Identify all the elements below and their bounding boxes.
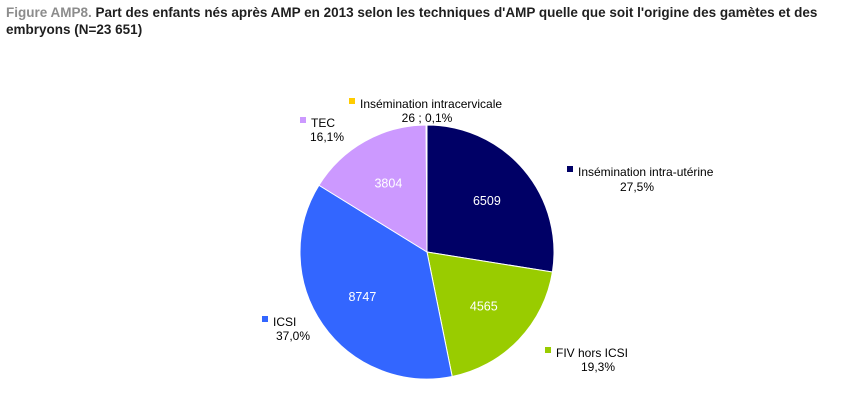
slice-name-label-2: FIV hors ICSI — [556, 346, 628, 360]
pie-slice-4 — [318, 124, 428, 253]
slice-name-label-5: Insémination intracervicale — [360, 97, 502, 111]
legend-swatch-1 — [567, 166, 573, 172]
pie-slice-5 — [425, 124, 428, 253]
title-text: Part des enfants nés après AMP en 2013 s… — [6, 5, 818, 37]
legend-swatch-4 — [300, 117, 306, 123]
slice-value-label-1: 6509 — [473, 194, 501, 208]
pie-slice-3 — [299, 184, 453, 380]
slice-percent-label-1: 27,5% — [620, 180, 654, 194]
slice-name-label-3: ICSI — [273, 315, 296, 329]
chart-title: Figure AMP8. Part des enfants nés après … — [6, 4, 846, 38]
legend-swatch-2 — [545, 347, 551, 353]
slice-name-label-4: TEC — [311, 116, 335, 130]
pie-slice-1 — [426, 124, 555, 273]
pie-slices — [299, 124, 555, 380]
legend-swatch-5 — [349, 98, 355, 104]
slice-name-label-1: Insémination intra-utérine — [578, 165, 714, 179]
slice-percent-label-3: 37,0% — [276, 329, 310, 343]
slice-value-label-4: 3804 — [374, 176, 402, 190]
slice-percent-label-4: 16,1% — [310, 130, 344, 144]
slice-value-labels: 6509 4565 8747 3804 — [348, 176, 500, 313]
slice-percent-label-5: 26 ; 0,1% — [402, 111, 453, 125]
slice-percent-label-2: 19,3% — [581, 360, 615, 374]
slice-value-label-2: 4565 — [470, 300, 498, 314]
figure-number: Figure AMP8. — [6, 5, 92, 20]
slice-value-label-3: 8747 — [348, 290, 376, 304]
legend-swatch-3 — [262, 316, 268, 322]
pie-slice-2 — [426, 251, 553, 378]
